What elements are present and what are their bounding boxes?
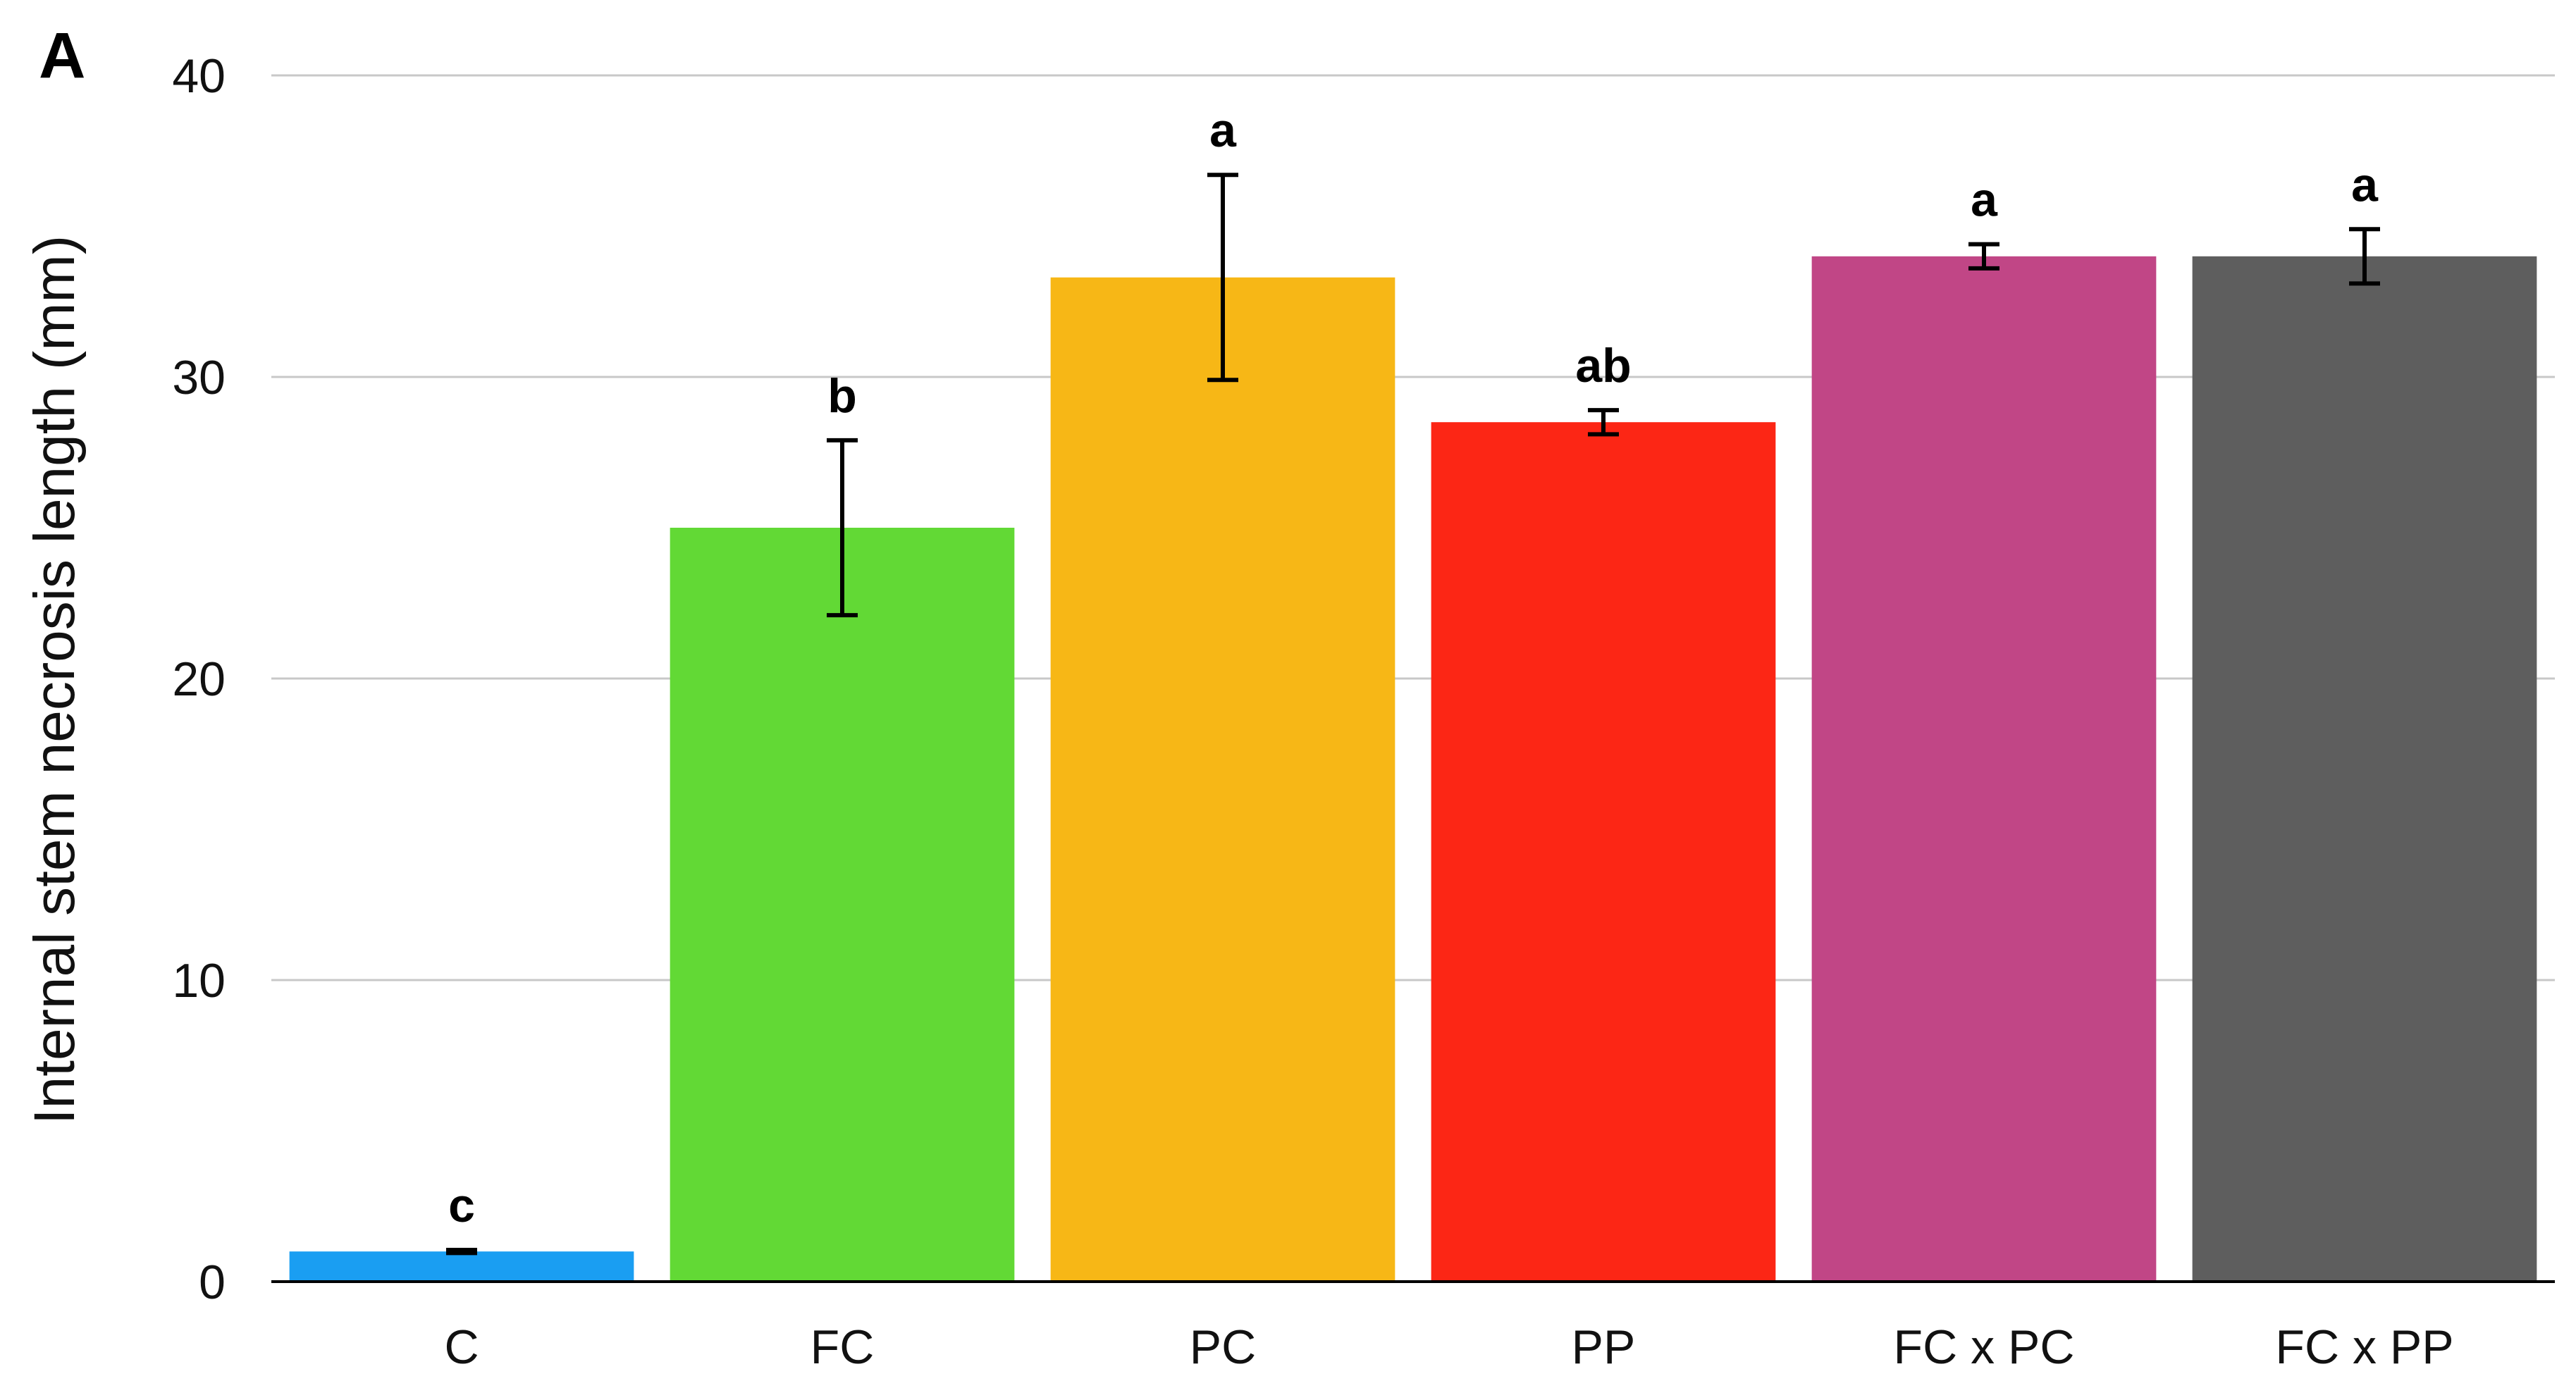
y-axis-label: Internal stem necrosis length (mm) [23, 235, 87, 1125]
panel-label: A [39, 20, 85, 92]
bar [2192, 256, 2537, 1282]
y-tick-label: 40 [172, 49, 226, 103]
x-tick-label: PP [1572, 1320, 1636, 1374]
error-bar-layer [446, 173, 2380, 1256]
bar-layer [289, 256, 2537, 1282]
x-tick-label: C [444, 1320, 479, 1374]
y-tick-label: 0 [199, 1256, 226, 1309]
y-tick-label: 20 [172, 652, 226, 706]
bar [289, 1251, 634, 1282]
error-bar [1968, 242, 1999, 271]
label-layer: 0 10 20 30 40 c Cb FC a PC ab PP a FC x PC a FC x PP [172, 49, 2453, 1374]
x-tick-label: FC x PP [2275, 1320, 2453, 1374]
bar [1050, 277, 1395, 1282]
y-tick-label: 10 [172, 954, 226, 1008]
error-bar [1588, 408, 1619, 437]
significance-label: a [1971, 173, 1998, 227]
significance-label: a [1209, 104, 1237, 157]
x-tick-label: FC x PC [1894, 1320, 2075, 1374]
significance-label: ab [1575, 339, 1631, 392]
bar [670, 528, 1015, 1282]
bar [1811, 256, 2157, 1282]
error-bar [1207, 173, 1238, 383]
error-bar [827, 438, 858, 618]
significance-label: c [448, 1179, 475, 1232]
x-tick-label: FC [811, 1320, 875, 1374]
bar [1431, 422, 1776, 1282]
significance-label: a [2351, 158, 2379, 211]
y-tick-label: 30 [172, 351, 226, 404]
x-tick-label: PC [1190, 1320, 1256, 1374]
significance-label: b [827, 369, 857, 423]
grid-layer [271, 74, 2555, 981]
error-bar [446, 1248, 477, 1256]
error-bar [2349, 227, 2380, 286]
